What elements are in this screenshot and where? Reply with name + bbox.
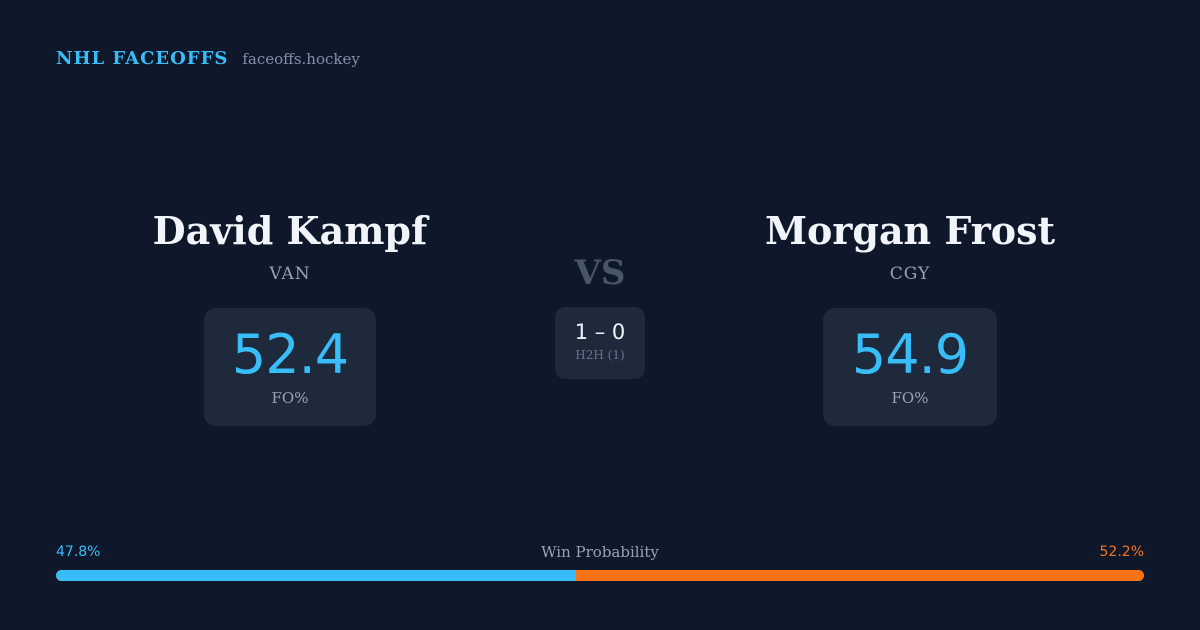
h2h-score: 1 – 0 (574, 320, 626, 344)
left-player-fo-value: 52.4 (231, 323, 349, 386)
brand-title: NHL FACEOFFS (56, 48, 229, 69)
vs-label: VS (574, 253, 626, 293)
right-player-name: Morgan Frost (764, 208, 1056, 253)
left-player-name: David Kampf (152, 208, 428, 253)
left-player-panel: David Kampf VAN 52.4 FO% (90, 206, 490, 426)
head-to-head-card: 1 – 0 H2H (1) (555, 307, 645, 379)
right-win-probability: 52.2% (1099, 544, 1144, 560)
left-probability-fill (56, 570, 577, 581)
h2h-label: H2H (1) (575, 348, 625, 362)
brand-site: faceoffs.hockey (242, 50, 360, 68)
versus-block: VS 1 – 0 H2H (1) (500, 252, 700, 379)
right-player-team: CGY (889, 264, 931, 284)
left-player-fo-label: FO% (271, 389, 309, 407)
left-win-probability: 47.8% (56, 544, 101, 560)
right-player-fo-label: FO% (891, 389, 929, 407)
brand-header: NHL FACEOFFS faceoffs.hockey (56, 48, 360, 69)
win-probability-title: Win Probability (541, 543, 659, 561)
right-player-panel: Morgan Frost CGY 54.9 FO% (710, 206, 1110, 426)
win-probability-labels: 47.8% Win Probability 52.2% (56, 542, 1144, 564)
right-player-fo-card: 54.9 FO% (823, 308, 997, 426)
right-player-fo-value: 54.9 (851, 323, 969, 386)
win-probability: 47.8% Win Probability 52.2% (56, 542, 1144, 581)
left-player-team: VAN (269, 264, 311, 284)
right-probability-fill (576, 570, 1144, 581)
win-probability-bar (56, 570, 1144, 581)
left-player-fo-card: 52.4 FO% (204, 308, 376, 426)
